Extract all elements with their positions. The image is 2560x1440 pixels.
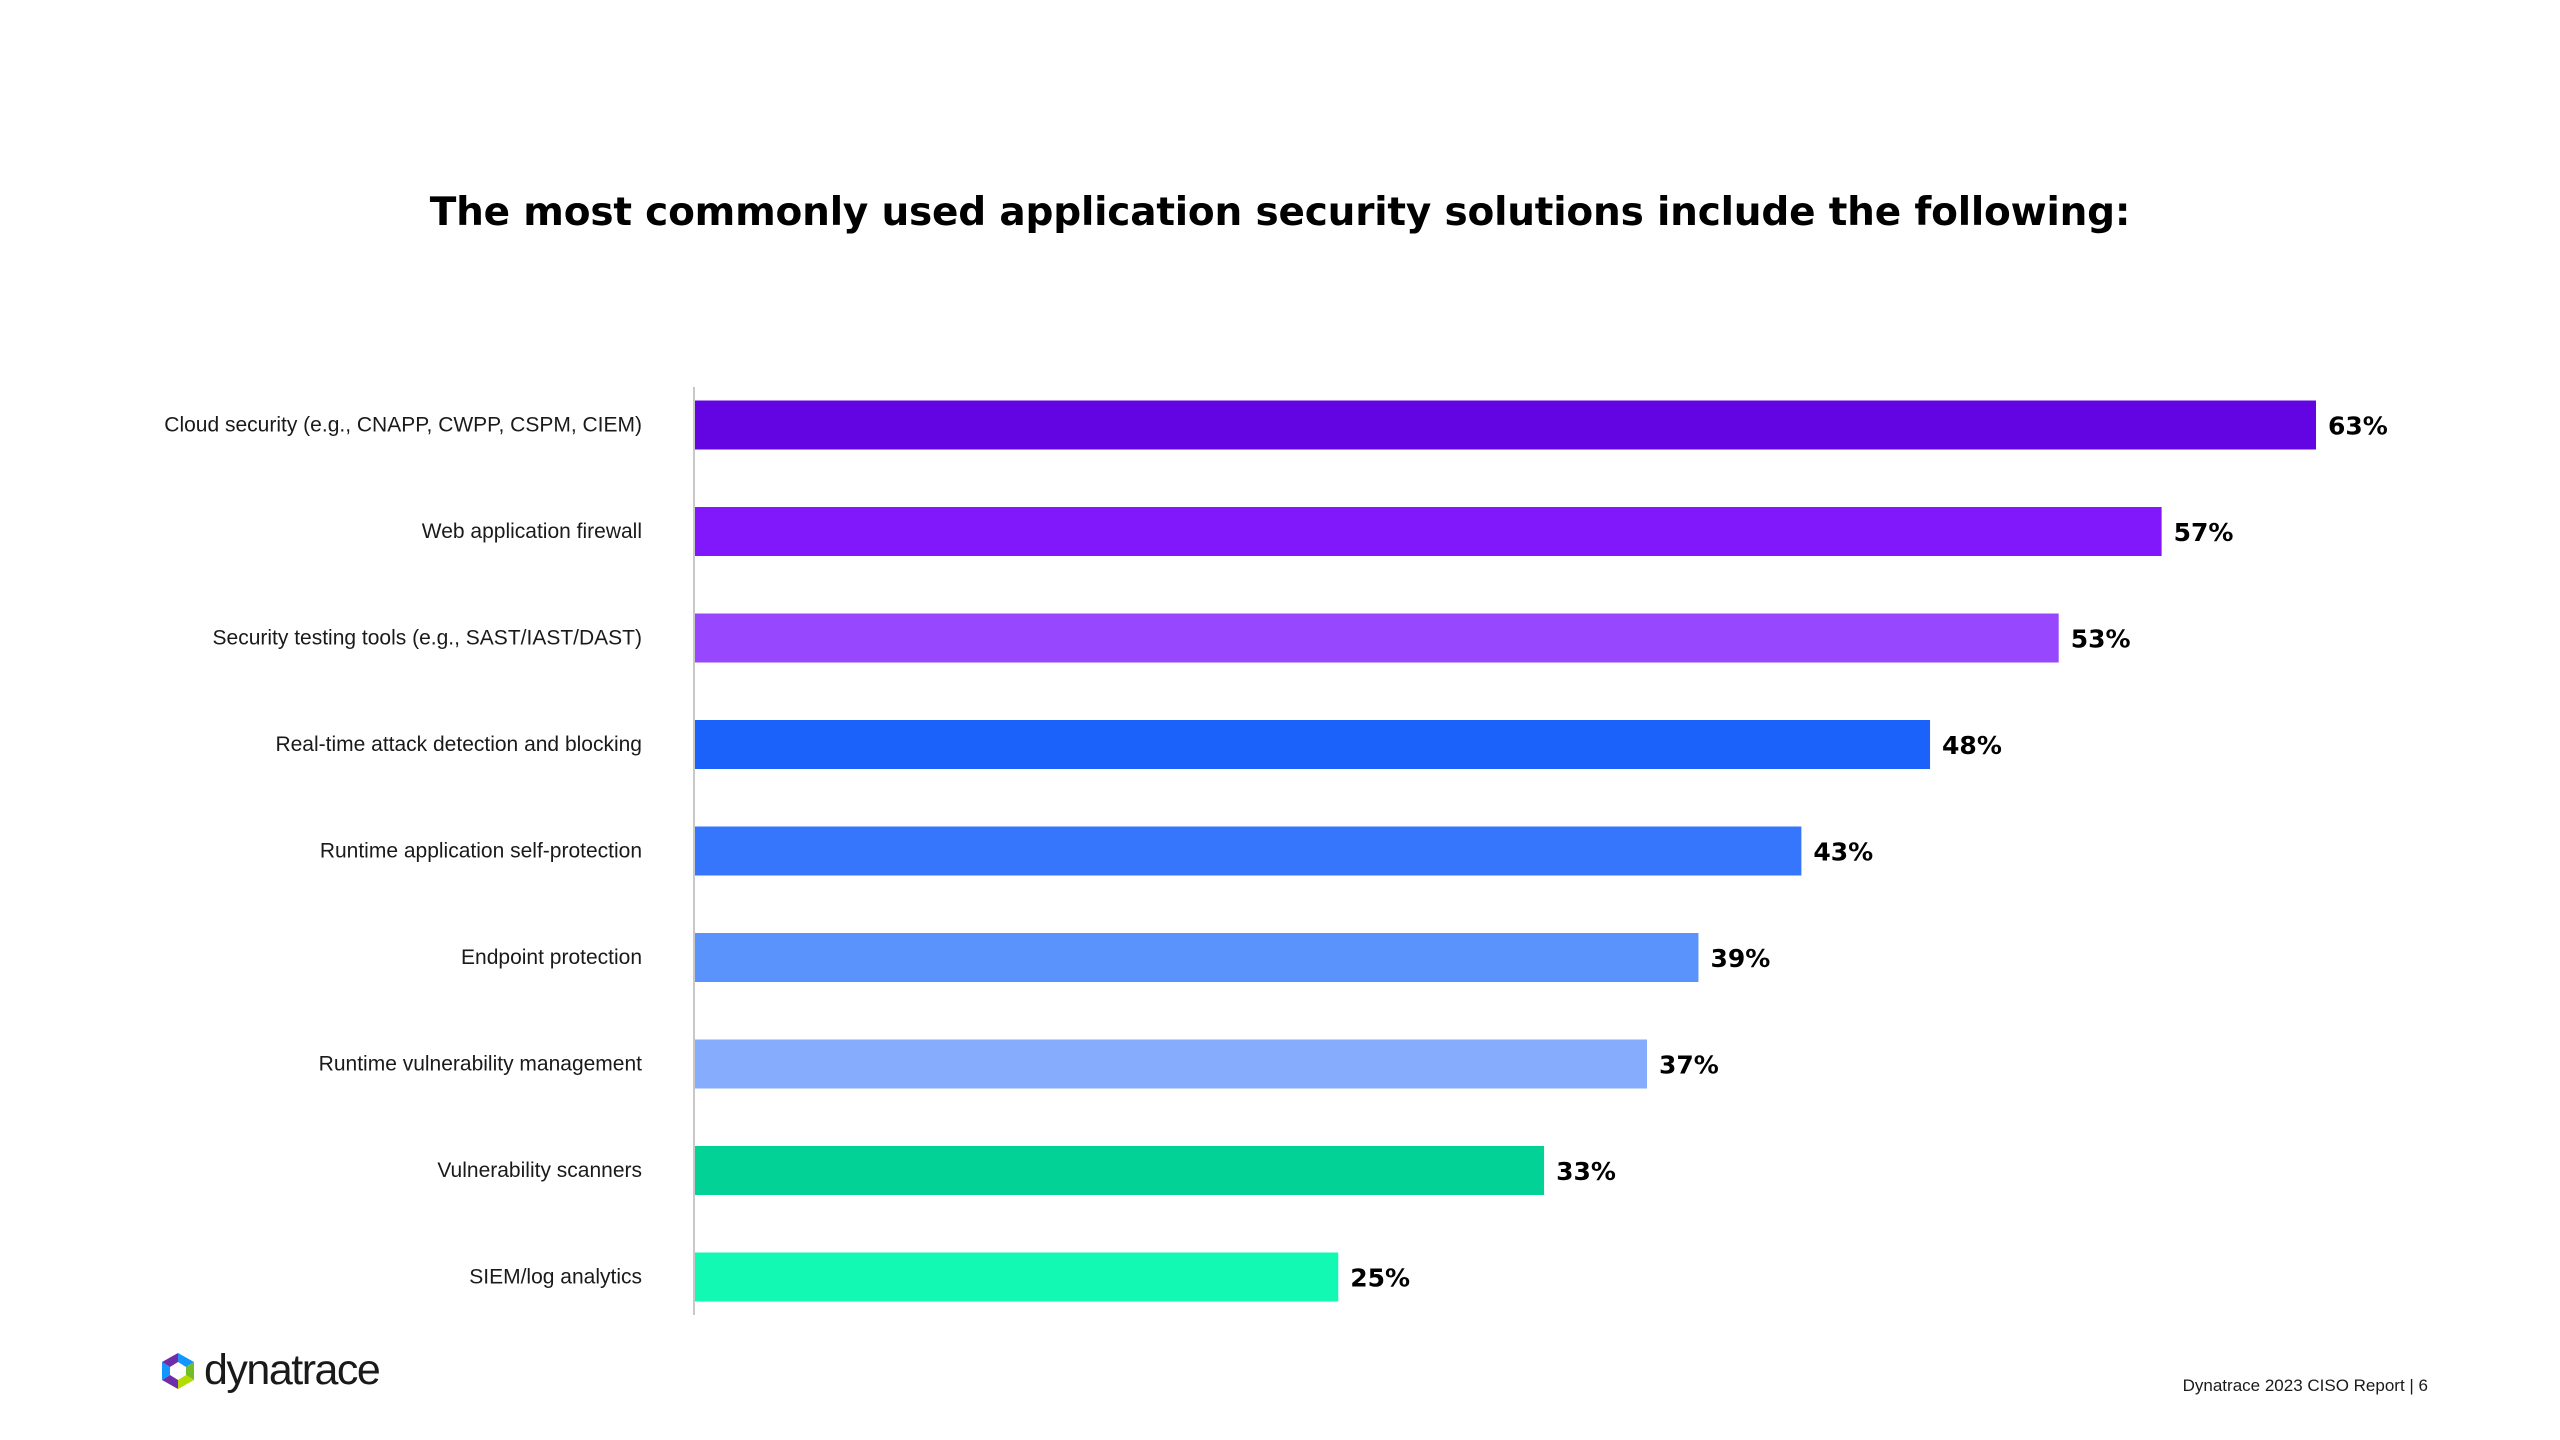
category-label-9: SIEM/log analytics xyxy=(469,1266,642,1289)
dynatrace-logo-icon xyxy=(162,1352,194,1389)
category-label-2: Web application firewall xyxy=(422,520,642,543)
value-label-5: 43% xyxy=(1813,838,1873,867)
value-label-9: 25% xyxy=(1350,1264,1410,1293)
category-label-8: Vulnerability scanners xyxy=(437,1159,642,1182)
logo-wordmark: dynatrace xyxy=(204,1346,381,1394)
value-label-8: 33% xyxy=(1556,1157,1616,1186)
value-label-1: 63% xyxy=(2328,412,2388,441)
value-label-7: 37% xyxy=(1659,1051,1719,1080)
category-label-5: Runtime application self-protection xyxy=(320,840,642,863)
category-label-4: Real-time attack detection and blocking xyxy=(275,733,642,756)
category-label-3: Security testing tools (e.g., SAST/IAST/… xyxy=(213,627,642,650)
bar-4 xyxy=(695,720,1931,769)
category-label-1: Cloud security (e.g., CNAPP, CWPP, CSPM,… xyxy=(164,414,642,437)
footer-report-label: Dynatrace 2023 CISO Report | 6 xyxy=(2182,1376,2428,1395)
bar-2 xyxy=(695,507,2162,556)
chart-title: The most commonly used application secur… xyxy=(429,190,2131,235)
value-label-2: 57% xyxy=(2174,518,2234,547)
category-label-6: Endpoint protection xyxy=(461,946,642,969)
value-label-6: 39% xyxy=(1710,944,1770,973)
value-label-4: 48% xyxy=(1942,731,2002,760)
bar-9 xyxy=(695,1252,1339,1302)
bar-7 xyxy=(695,1039,1648,1089)
bar-1 xyxy=(695,400,2316,450)
dynatrace-logo: dynatrace xyxy=(158,1346,381,1395)
bar-6 xyxy=(695,933,1699,982)
bar-8 xyxy=(695,1146,1545,1195)
bar-5 xyxy=(695,826,1802,876)
category-label-7: Runtime vulnerability management xyxy=(319,1053,642,1076)
value-label-3: 53% xyxy=(2071,625,2131,654)
bar-3 xyxy=(695,613,2059,663)
